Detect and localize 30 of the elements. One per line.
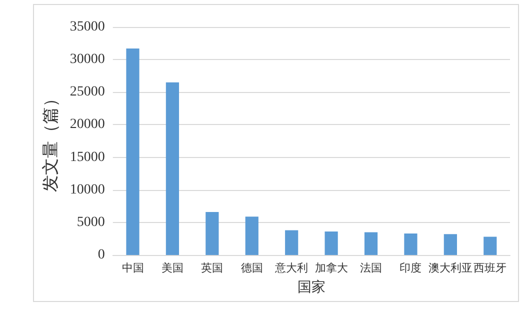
x-tick-label: 中国 — [122, 262, 144, 274]
bar — [484, 236, 497, 255]
bar — [404, 234, 418, 255]
bar — [444, 234, 457, 255]
x-tick-label: 英国 — [201, 262, 224, 274]
x-tick-label: 加拿大 — [314, 262, 348, 274]
y-tick-label: 0 — [98, 248, 105, 262]
x-tick-label: 印度 — [400, 262, 422, 274]
x-tick-label: 德国 — [240, 262, 263, 274]
bar — [166, 82, 180, 255]
x-tick-label: 西班牙 — [474, 262, 507, 274]
y-axis-title: 发文量（篇） — [41, 90, 60, 192]
x-tick-label: 意大利 — [274, 262, 308, 274]
y-tick-label: 25000 — [70, 84, 105, 100]
bar — [285, 230, 298, 255]
y-tick-label: 20000 — [70, 117, 105, 132]
bar — [206, 212, 219, 255]
bar — [245, 216, 258, 255]
y-tick-label: 30000 — [70, 52, 105, 68]
x-tick-label: 澳大利亚 — [428, 262, 472, 274]
y-tick-label: 35000 — [70, 20, 105, 34]
bar — [324, 232, 338, 255]
y-tick-label: 5000 — [76, 214, 105, 230]
bar — [364, 232, 378, 255]
y-tick-label: 10000 — [70, 182, 105, 198]
bar — [126, 48, 140, 255]
y-tick-label: 15000 — [70, 150, 105, 165]
x-axis-title: 国家 — [297, 280, 326, 296]
x-tick-label: 美国 — [161, 262, 184, 274]
x-tick-label: 法国 — [360, 262, 382, 274]
